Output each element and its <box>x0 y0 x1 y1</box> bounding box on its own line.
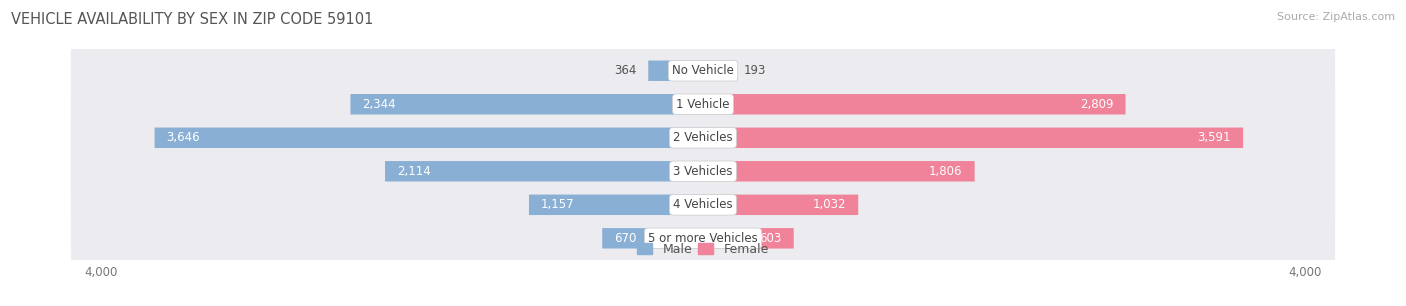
FancyBboxPatch shape <box>70 0 1336 154</box>
Legend: Male, Female: Male, Female <box>637 243 769 256</box>
Text: VEHICLE AVAILABILITY BY SEX IN ZIP CODE 59101: VEHICLE AVAILABILITY BY SEX IN ZIP CODE … <box>11 12 374 27</box>
Text: 1,032: 1,032 <box>813 198 846 211</box>
Text: 2,114: 2,114 <box>396 165 430 178</box>
Text: 4 Vehicles: 4 Vehicles <box>673 198 733 211</box>
FancyBboxPatch shape <box>703 128 1243 148</box>
Text: No Vehicle: No Vehicle <box>672 64 734 77</box>
FancyBboxPatch shape <box>703 61 733 81</box>
FancyBboxPatch shape <box>703 94 1125 114</box>
Text: Source: ZipAtlas.com: Source: ZipAtlas.com <box>1277 12 1395 22</box>
FancyBboxPatch shape <box>648 61 703 81</box>
Text: 2,809: 2,809 <box>1080 98 1114 111</box>
FancyBboxPatch shape <box>70 88 1336 255</box>
FancyBboxPatch shape <box>70 21 1336 188</box>
Text: 3 Vehicles: 3 Vehicles <box>673 165 733 178</box>
Text: 603: 603 <box>759 232 782 245</box>
FancyBboxPatch shape <box>703 161 974 181</box>
FancyBboxPatch shape <box>155 128 703 148</box>
Text: 5 or more Vehicles: 5 or more Vehicles <box>648 232 758 245</box>
Text: 2,344: 2,344 <box>363 98 396 111</box>
FancyBboxPatch shape <box>70 121 1336 288</box>
Text: 193: 193 <box>744 64 766 77</box>
Text: 2 Vehicles: 2 Vehicles <box>673 131 733 144</box>
FancyBboxPatch shape <box>703 228 794 248</box>
Text: 1,157: 1,157 <box>541 198 575 211</box>
Text: 364: 364 <box>614 64 637 77</box>
FancyBboxPatch shape <box>703 195 858 215</box>
Text: 1 Vehicle: 1 Vehicle <box>676 98 730 111</box>
Text: 670: 670 <box>614 232 637 245</box>
Text: 3,591: 3,591 <box>1198 131 1232 144</box>
Text: 1,806: 1,806 <box>929 165 963 178</box>
FancyBboxPatch shape <box>70 54 1336 221</box>
FancyBboxPatch shape <box>529 195 703 215</box>
FancyBboxPatch shape <box>70 155 1336 306</box>
FancyBboxPatch shape <box>602 228 703 248</box>
FancyBboxPatch shape <box>350 94 703 114</box>
Text: 3,646: 3,646 <box>167 131 200 144</box>
FancyBboxPatch shape <box>385 161 703 181</box>
